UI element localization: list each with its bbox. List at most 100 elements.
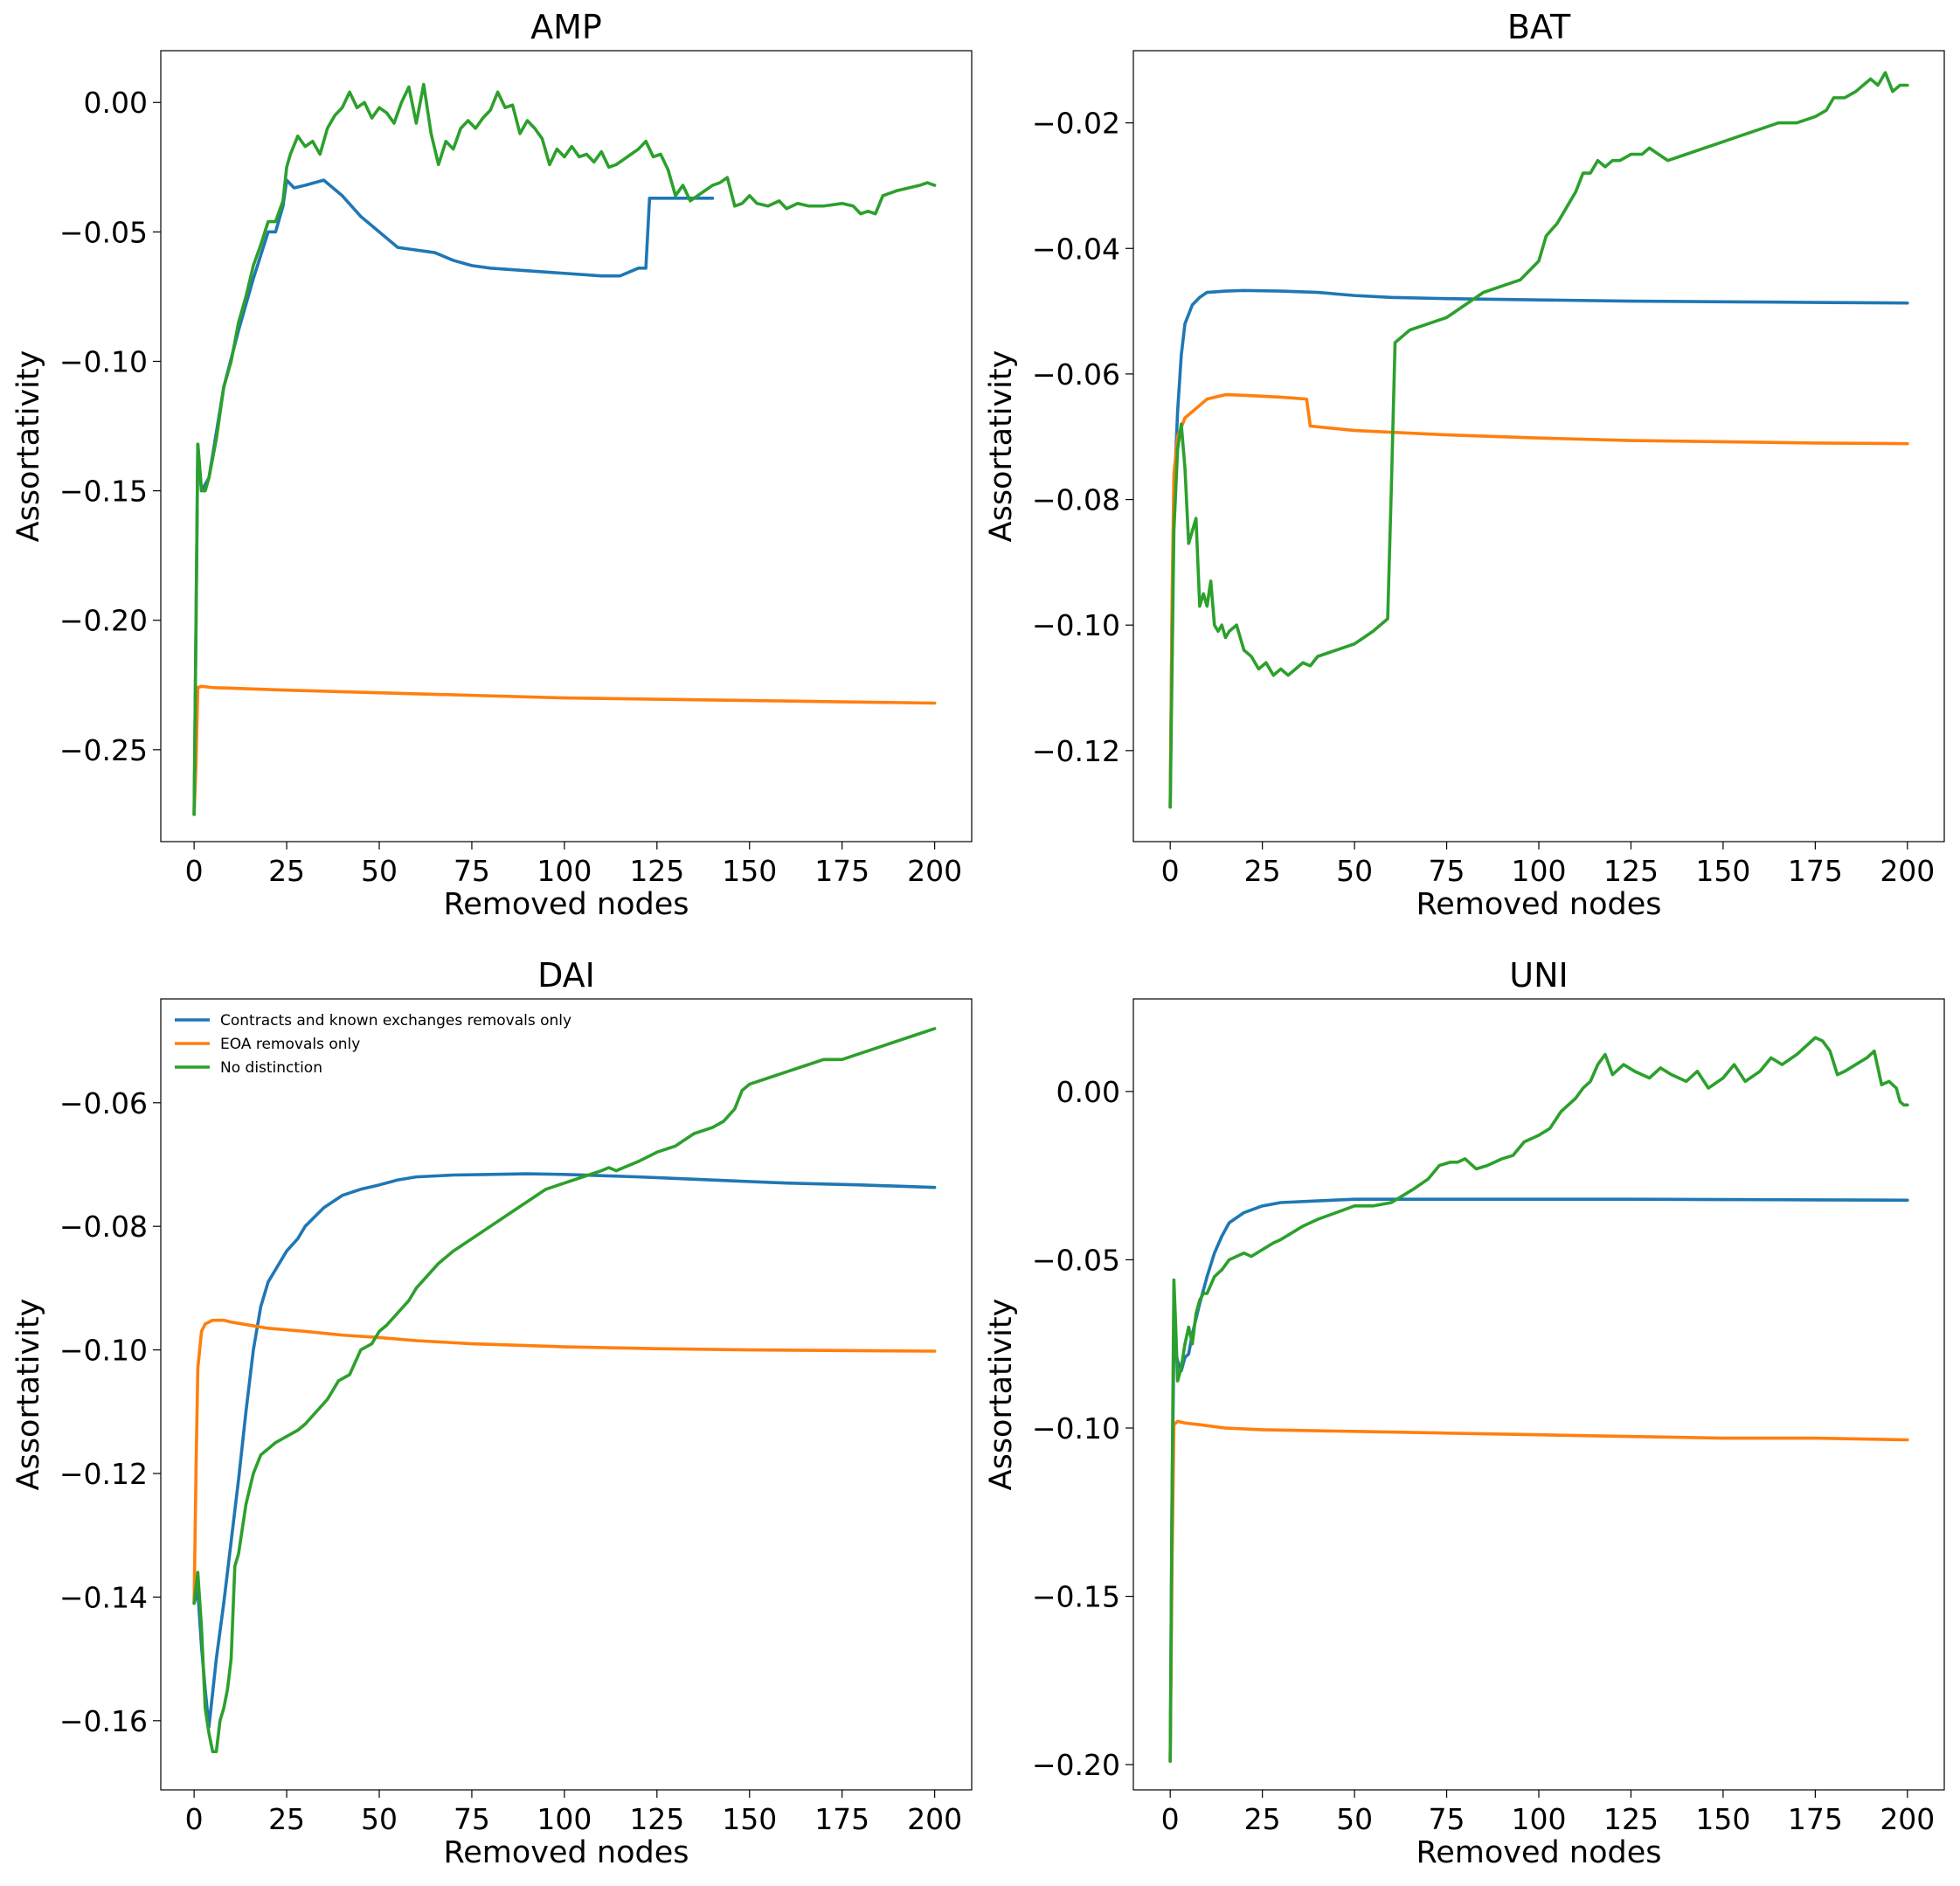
dai-x-tick-label: 75	[454, 1802, 490, 1836]
uni-x-tick-label: 125	[1603, 1802, 1659, 1836]
chart-amp: AMP 0 25 50 75 100 125 150 175 200 0.00 −0.05 −0.10 −…	[11, 8, 973, 922]
dai-x-tick-label: 125	[629, 1802, 684, 1836]
amp-y-tick-label: −0.15	[59, 475, 148, 509]
uni-x-tick-label: 150	[1695, 1802, 1750, 1836]
bat-x-tick-label: 150	[1695, 854, 1750, 888]
uni-x-tick-label: 50	[1336, 1802, 1373, 1836]
amp-x-tick-label: 125	[629, 854, 684, 888]
uni-x-tick-label: 175	[1788, 1802, 1843, 1836]
amp-series-line-2	[192, 684, 937, 816]
bat-x-tick-label: 50	[1336, 854, 1373, 888]
amp-series-line-1	[192, 178, 715, 816]
bat-plot-area	[1168, 71, 1909, 809]
amp-y-axis-label: Assortativity	[11, 350, 46, 543]
uni-y-tick-label: −0.20	[1032, 1748, 1120, 1782]
bat-title: BAT	[1507, 8, 1571, 46]
uni-x-tick-label: 25	[1244, 1802, 1281, 1836]
chart-dai: DAI 0 25 50 75 100 125 150 175 200 −0.06 −0.08 −0.10…	[11, 956, 973, 1870]
dai-series-line-1	[192, 1172, 937, 1729]
bat-x-axis-label: Removed nodes	[1416, 887, 1662, 922]
uni-title: UNI	[1509, 956, 1568, 995]
amp-x-tick-label: 150	[722, 854, 777, 888]
bat-series-line-3	[1168, 71, 1909, 809]
uni-series-line-3	[1168, 1036, 1909, 1764]
uni-x-tick-label: 100	[1512, 1802, 1567, 1836]
amp-x-tick-label: 100	[537, 854, 592, 888]
bat-x-tick-label: 25	[1244, 854, 1281, 888]
uni-y-tick-label: −0.05	[1032, 1243, 1120, 1277]
dai-x-tick-label: 100	[537, 1802, 592, 1836]
bat-y-axis-label: Assortativity	[984, 350, 1019, 543]
bat-series-line-2	[1168, 392, 1909, 809]
amp-y-tick-label: −0.05	[59, 215, 148, 249]
bat-x-tick-label: 175	[1788, 854, 1843, 888]
legend: Contracts and known exchanges removals o…	[175, 1012, 571, 1077]
dai-x-tick-label: 175	[814, 1802, 869, 1836]
dai-x-tick-label: 25	[268, 1802, 305, 1836]
uni-axes-frame	[1132, 998, 1945, 1791]
dai-axes-frame	[160, 998, 973, 1791]
dai-y-tick-label: −0.10	[59, 1334, 148, 1368]
dai-y-axis-label: Assortativity	[11, 1299, 46, 1491]
dai-x-tick-label: 150	[722, 1802, 777, 1836]
dai-x-tick-label: 0	[185, 1802, 204, 1836]
amp-x-tick-label: 0	[185, 854, 204, 888]
bat-y-tick-label: −0.10	[1032, 608, 1120, 642]
legend-label-3: No distinction	[220, 1059, 322, 1077]
dai-y-tick-label: −0.06	[59, 1086, 148, 1120]
dai-title: DAI	[537, 956, 595, 995]
bat-x-tick-label: 75	[1429, 854, 1465, 888]
uni-x-tick-label: 200	[1880, 1802, 1935, 1836]
bat-y-tick-label: −0.12	[1032, 734, 1120, 768]
dai-x-tick-label: 200	[907, 1802, 962, 1836]
chart-uni: UNI 0 25 50 75 100 125 150 175 200 0.00 −0.05 −0.10 −…	[984, 956, 1945, 1870]
uni-x-axis-label: Removed nodes	[1416, 1835, 1662, 1870]
uni-x-tick-label: 75	[1429, 1802, 1465, 1836]
amp-plot-area	[192, 82, 937, 816]
amp-x-axis-label: Removed nodes	[444, 887, 689, 922]
amp-y-tick-label: 0.00	[84, 86, 148, 120]
bat-x-tick-label: 100	[1512, 854, 1567, 888]
uni-x-tick-label: 0	[1161, 1802, 1180, 1836]
uni-series-line-1	[1168, 1197, 1909, 1764]
uni-y-axis-label: Assortativity	[984, 1299, 1019, 1491]
amp-x-tick-label: 25	[268, 854, 305, 888]
uni-y-tick-label: 0.00	[1056, 1075, 1120, 1109]
dai-plot-area	[192, 1027, 937, 1753]
dai-series-line-2	[192, 1318, 937, 1605]
amp-x-tick-label: 175	[814, 854, 869, 888]
amp-x-tick-label: 50	[361, 854, 398, 888]
uni-y-tick-label: −0.15	[1032, 1580, 1120, 1614]
amp-y-tick-label: −0.10	[59, 344, 148, 378]
bat-series-line-1	[1168, 288, 1909, 809]
dai-y-tick-label: −0.14	[59, 1580, 148, 1614]
amp-x-tick-label: 75	[454, 854, 490, 888]
dai-y-tick-label: −0.16	[59, 1704, 148, 1738]
uni-series-line-2	[1168, 1419, 1909, 1764]
amp-axes-frame	[160, 50, 973, 842]
bat-y-tick-label: −0.02	[1032, 107, 1120, 141]
dai-series-line-3	[192, 1027, 937, 1753]
dai-x-axis-label: Removed nodes	[444, 1835, 689, 1870]
amp-y-tick-label: −0.25	[59, 733, 148, 767]
chart-bat: BAT 0 25 50 75 100 125 150 175 200 −0.02 −0.04 −0.06…	[984, 8, 1945, 922]
bat-y-tick-label: −0.04	[1032, 232, 1120, 266]
amp-x-tick-label: 200	[907, 854, 962, 888]
bat-y-tick-label: −0.08	[1032, 483, 1120, 517]
uni-y-tick-label: −0.10	[1032, 1411, 1120, 1446]
bat-x-tick-label: 0	[1161, 854, 1180, 888]
uni-plot-area	[1168, 1036, 1909, 1764]
amp-series-line-3	[192, 82, 937, 816]
legend-label-1: Contracts and known exchanges removals o…	[220, 1012, 571, 1030]
bat-x-tick-label: 125	[1603, 854, 1659, 888]
dai-y-tick-label: −0.12	[59, 1457, 148, 1491]
dai-x-tick-label: 50	[361, 1802, 398, 1836]
bat-y-tick-label: −0.06	[1032, 357, 1120, 392]
bat-x-tick-label: 200	[1880, 854, 1935, 888]
bat-axes-frame	[1132, 50, 1945, 842]
dai-y-tick-label: −0.08	[59, 1210, 148, 1244]
legend-label-2: EOA removals only	[220, 1036, 360, 1053]
amp-title: AMP	[530, 8, 602, 46]
amp-y-tick-label: −0.20	[59, 604, 148, 638]
